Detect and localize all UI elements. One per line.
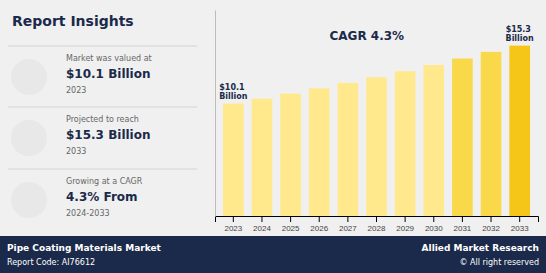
data-label: $15.3 Billion: [506, 25, 535, 43]
bar: [223, 104, 244, 216]
x-tick-mark: [405, 216, 406, 222]
bar: [280, 94, 301, 216]
infographic: Report Insights Market was valued at $10.1…: [0, 0, 546, 273]
insight-label: Market was valued at: [66, 54, 152, 63]
x-tick: 2031: [454, 216, 472, 233]
x-tick-mark: [233, 216, 234, 222]
x-tick-mark: [491, 216, 492, 222]
x-tick: 2025: [282, 216, 300, 233]
x-tick-mark: [433, 216, 434, 222]
bar: [509, 46, 530, 216]
bar: [481, 52, 502, 216]
footer: Pipe Coating Materials Market Report Code…: [0, 236, 546, 273]
x-tick: 2023: [224, 216, 242, 233]
x-tick-mark: [347, 216, 348, 222]
x-axis: 2023 2024 2025 2026 2027 2028 2029 2030 2031 2032…: [216, 216, 539, 233]
x-tick: 2033: [511, 216, 529, 233]
x-axis-line: [216, 217, 539, 223]
footer-publisher: Allied Market Research: [422, 243, 539, 253]
cagr-annotation: CAGR 4.3%: [329, 29, 404, 43]
x-tick: 2029: [396, 216, 414, 233]
insight-value: $10.1 Billion: [66, 67, 151, 81]
divider: [8, 169, 197, 170]
divider: [8, 107, 197, 108]
x-tick: 2026: [310, 216, 328, 233]
x-tick-mark: [462, 216, 463, 222]
x-tick: 2032: [482, 216, 500, 233]
x-tick: 2024: [253, 216, 271, 233]
x-tick-mark: [376, 216, 377, 222]
bar: [423, 65, 444, 216]
x-tick-mark: [319, 216, 320, 222]
bar: [338, 83, 359, 216]
insight-value: 4.3% From: [66, 190, 138, 204]
insight-label: Growing at a CAGR: [66, 177, 143, 186]
x-tick-label: 2032: [482, 224, 500, 233]
insights-panel: Report Insights Market was valued at $10.1…: [8, 13, 197, 218]
icon-circle: [11, 59, 47, 95]
insight-year: 2023: [66, 86, 86, 95]
x-tick-label: 2023: [224, 224, 242, 233]
data-label: $10.1 Billion: [219, 83, 248, 101]
bars: [223, 46, 530, 216]
x-tick-label: 2031: [454, 224, 472, 233]
x-tick: 2030: [425, 216, 443, 233]
y-axis-line: [215, 11, 216, 217]
bar: [252, 99, 273, 216]
bar: [366, 77, 387, 216]
x-tick-label: 2028: [368, 224, 386, 233]
footer-copyright: © All right reserved: [460, 258, 540, 267]
insight-year: 2024-2033: [66, 209, 110, 218]
bar: [452, 59, 473, 216]
x-tick-mark: [519, 216, 520, 222]
x-tick-label: 2029: [396, 224, 414, 233]
x-tick-label: 2026: [310, 224, 328, 233]
bar: [309, 88, 330, 216]
x-tick: 2027: [339, 216, 357, 233]
title: Report Insights: [12, 13, 134, 29]
footer-code: Report Code: AI76612: [7, 258, 95, 267]
divider: [8, 46, 197, 47]
bar: [395, 71, 416, 216]
insight-label: Projected to reach: [66, 115, 139, 124]
icon-circle: [11, 182, 47, 218]
icon-circle: [11, 120, 47, 156]
x-tick-label: 2024: [253, 224, 271, 233]
x-tick-mark: [261, 216, 262, 222]
insight-value: $15.3 Billion: [66, 128, 151, 142]
x-tick: 2028: [368, 216, 386, 233]
data-labels: $10.1 Billion $15.3 Billion: [219, 25, 534, 101]
x-tick-label: 2033: [511, 224, 529, 233]
x-tick-label: 2027: [339, 224, 357, 233]
y-axis: [215, 11, 216, 217]
x-tick-mark: [290, 216, 291, 222]
insight-year: 2033: [66, 147, 86, 156]
footer-title: Pipe Coating Materials Market: [7, 243, 162, 253]
footer-background: [0, 236, 546, 273]
x-tick-label: 2025: [282, 224, 300, 233]
x-tick-label: 2030: [425, 224, 443, 233]
